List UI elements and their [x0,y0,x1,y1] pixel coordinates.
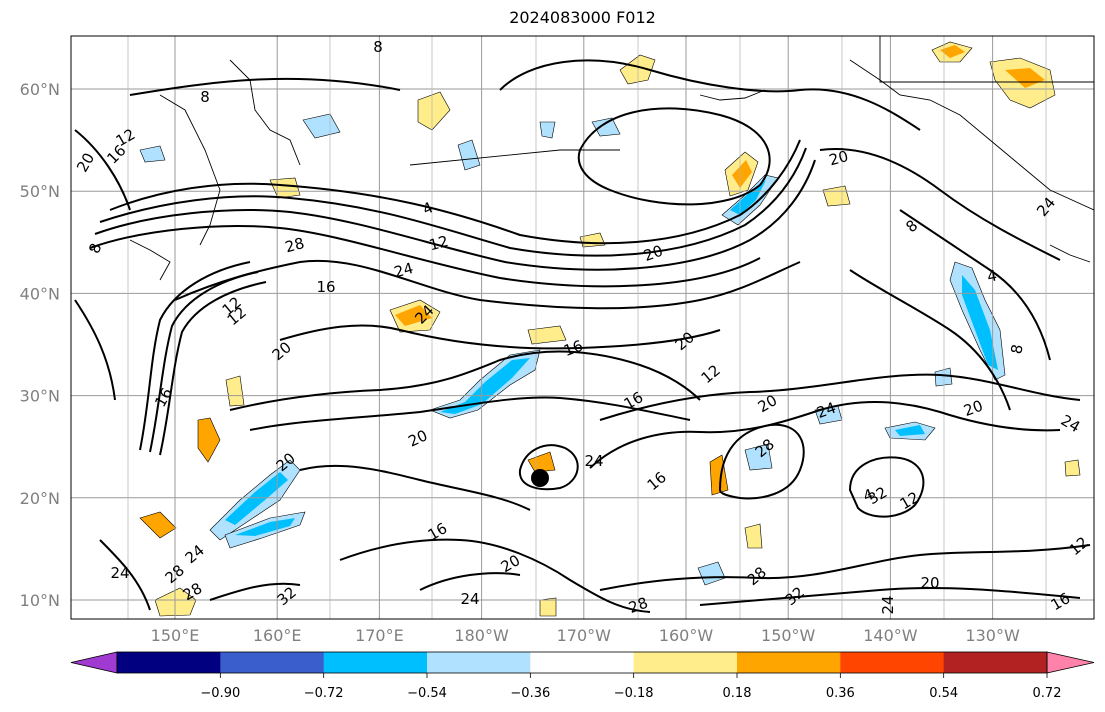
lat-label: 50°N [20,182,60,201]
lat-label: 10°N [20,591,60,610]
contour-label: 20 [827,147,850,169]
lon-label: 160°W [659,626,714,645]
colorbar-tick-label: −0.18 [614,686,654,701]
colorbar-tick-label: −0.90 [200,686,240,701]
lon-label: 160°E [253,626,302,645]
colorbar-box [117,652,221,673]
lon-label: 140°W [863,626,918,645]
lon-label: 180°W [454,626,509,645]
axes-labels: 60°N 50°N 40°N 30°N 20°N 10°N 150°E 160°E 170°E 1… [20,80,1020,645]
colorbar-tick-label: 0.72 [1033,686,1062,701]
colorbar-box [840,652,945,673]
colorbar-outline [116,651,1048,674]
contour-label: 8 [1007,343,1026,356]
colorbar-tick-label: −0.36 [510,686,550,701]
lon-label: 170°W [557,626,612,645]
colorbar-tick-label: 0.54 [929,686,958,701]
contour-label: 24 [460,590,479,608]
colorbar-box [633,652,738,673]
contour-label: 12 [427,232,450,254]
contour-label: 24 [392,259,415,281]
contour-label: 24 [110,564,129,582]
lon-label: 150°E [151,626,200,645]
contour-label: 16 [561,337,585,360]
colorbar-extend-low [70,651,118,674]
lon-label: 150°W [761,626,816,645]
contour-label: 24 [814,399,838,422]
contour-label: 24 [584,452,603,470]
contour-label: 24 [879,595,897,614]
colorbar-box [323,652,428,673]
colorbar-tick-label: 0.36 [826,686,855,701]
lon-label: 130°W [965,626,1020,645]
colorbar-tick-label: 0.18 [723,686,752,701]
contour-label: 4 [986,266,999,285]
colorbar-tick-label: −0.72 [304,686,344,701]
lat-lon-gridlines [71,36,1094,619]
coastlines [129,36,1094,281]
contour-label: 20 [641,242,665,265]
contour-label: 16 [316,278,335,296]
storm-center-marker [531,469,549,487]
contour-label: 20 [961,397,985,420]
colorbar-tick-label: −0.54 [407,686,447,701]
height-contours [74,59,1091,613]
colorbar-box [530,652,635,673]
contour-label: 8 [373,38,383,56]
colorbar-box [220,652,325,673]
colorbar: −0.90 −0.72 −0.54 −0.36 −0.18 0.18 0.36 0.54 0.7… [70,651,1095,701]
contour-label: 28 [283,234,306,256]
contour-label: 20 [920,574,939,592]
lat-label: 40°N [20,284,60,303]
lat-label: 20°N [20,489,60,508]
lon-label: 170°E [355,626,404,645]
contour-label: 28 [626,594,650,617]
colorbar-extend-high [1046,651,1095,674]
lat-label: 30°N [20,387,60,406]
map-title: 2024083000 F012 [509,8,656,27]
map-frame-border [70,35,1095,620]
colorbar-box [737,652,841,673]
contour-label: 8 [200,88,210,106]
colorbar-box [943,652,1048,673]
lat-label: 60°N [20,80,60,99]
colorbar-box [427,652,531,673]
shaded-anomaly-fields [139,41,1081,617]
